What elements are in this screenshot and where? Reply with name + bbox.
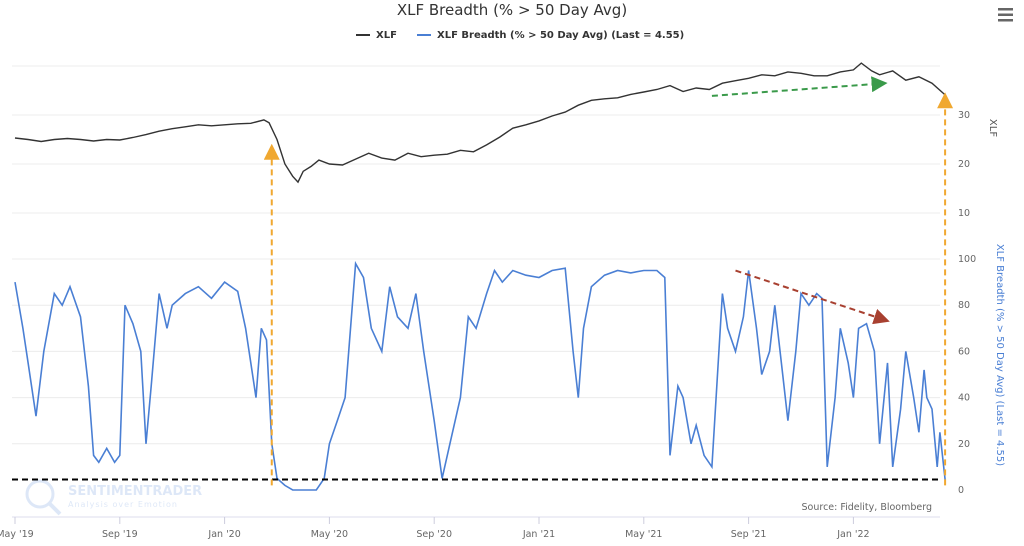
x-tick-label: May '19 [0, 529, 34, 540]
y-tick-xlf: 10 [958, 208, 970, 219]
axes: 10 20 30 0 20 40 60 80 100 May '19 Sep '19 Jan '20 M… [0, 110, 1005, 540]
series [14, 62, 946, 491]
y-tick-breadth: 40 [958, 393, 970, 404]
xlf-uptrend-arrow [711, 76, 888, 97]
y-tick-breadth: 0 [958, 485, 964, 496]
series-line-breadth [14, 260, 946, 491]
legend: XLF XLF Breadth (% > 50 Day Avg) (Last =… [356, 30, 684, 41]
x-tick-label: Jan '22 [836, 529, 869, 540]
x-tick-label: Sep '19 [102, 529, 138, 540]
y-axis-title-breadth: XLF Breadth (% > 50 Day Avg) (Last = 4.5… [994, 244, 1005, 466]
y-tick-breadth: 100 [958, 254, 976, 265]
y-tick-xlf: 30 [958, 110, 970, 121]
legend-label-breadth: XLF Breadth (% > 50 Day Avg) (Last = 4.5… [437, 30, 684, 41]
source-note: Source: Fidelity, Bloomberg [802, 502, 932, 513]
x-tick-label: Sep '20 [416, 529, 452, 540]
x-tick-label: May '20 [311, 529, 348, 540]
menu-icon[interactable] [998, 8, 1013, 22]
x-tick-label: May '21 [625, 529, 662, 540]
legend-item-breadth[interactable]: XLF Breadth (% > 50 Day Avg) (Last = 4.5… [417, 30, 684, 41]
y-tick-xlf: 20 [958, 159, 970, 170]
breadth-downtrend-arrow [735, 269, 890, 325]
x-tick-label: Jan '21 [522, 529, 555, 540]
y-axis-title-xlf: XLF [987, 119, 998, 137]
legend-item-xlf[interactable]: XLF [356, 30, 397, 41]
x-tick-label: Sep '21 [731, 529, 767, 540]
y-tick-breadth: 60 [958, 346, 970, 357]
gridlines [12, 65, 940, 445]
x-tick-label: Jan '20 [207, 529, 240, 540]
chart-title: XLF Breadth (% > 50 Day Avg) [397, 1, 627, 19]
legend-label-xlf: XLF [376, 30, 397, 41]
watermark-brand: SENTIMENTRADER [68, 484, 202, 499]
annotations [12, 76, 954, 486]
watermark-logo: SENTIMENTRADER Analysis over Emotion [25, 479, 202, 516]
y-tick-breadth: 80 [958, 300, 970, 311]
y-tick-breadth: 20 [958, 439, 970, 450]
watermark-tagline: Analysis over Emotion [68, 500, 178, 509]
